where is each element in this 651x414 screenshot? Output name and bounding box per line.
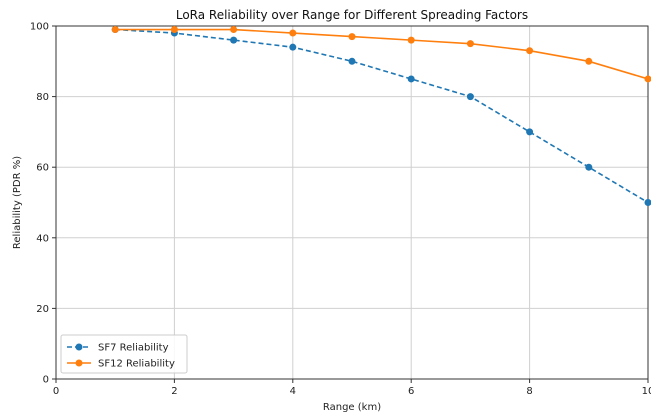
x-tick-label: 0 (53, 386, 59, 397)
data-point (230, 36, 238, 44)
data-point (466, 93, 474, 101)
data-point (289, 29, 297, 37)
axis-ticks: 0246810020406080100 (30, 22, 651, 398)
legend-swatch-marker (75, 359, 83, 367)
legend-swatch-marker (75, 343, 83, 351)
data-point (466, 40, 474, 48)
y-tick-label: 80 (36, 92, 49, 103)
legend-box (60, 334, 188, 374)
data-point (289, 43, 297, 51)
chart-title: LoRa Reliability over Range for Differen… (176, 8, 528, 22)
data-point (585, 163, 593, 171)
data-point (407, 75, 415, 83)
x-tick-label: 2 (171, 386, 177, 397)
data-point (526, 47, 534, 55)
series-layer (111, 26, 651, 206)
x-tick-label: 6 (408, 386, 414, 397)
series-line (115, 28, 649, 204)
legend-label: SF12 Reliability (98, 359, 175, 370)
y-tick-label: 40 (36, 233, 49, 244)
y-tick-label: 20 (36, 304, 49, 315)
data-point (230, 26, 238, 34)
data-point (644, 75, 651, 83)
data-point (111, 26, 119, 34)
x-tick-label: 4 (290, 386, 296, 397)
y-tick-label: 0 (43, 375, 49, 386)
x-tick-label: 8 (526, 386, 532, 397)
y-tick-label: 60 (36, 163, 49, 174)
series-2 (111, 26, 651, 83)
data-point (526, 128, 534, 136)
y-tick-label: 100 (30, 22, 49, 33)
x-tick-label: 10 (642, 386, 651, 397)
legend-entry: SF7 Reliability (67, 343, 169, 354)
y-axis-label: Reliability (PDR %) (12, 156, 23, 249)
data-point (407, 36, 415, 44)
data-point (170, 26, 178, 34)
data-point (585, 57, 593, 65)
x-axis-label: Range (km) (323, 402, 381, 413)
legend-entry: SF12 Reliability (67, 359, 175, 370)
legend: SF7 Reliability SF12 Reliability (60, 334, 188, 374)
legend-label: SF7 Reliability (98, 343, 169, 354)
data-point (644, 199, 651, 206)
data-point (348, 33, 356, 41)
data-point (348, 57, 356, 65)
series-line (115, 28, 649, 80)
